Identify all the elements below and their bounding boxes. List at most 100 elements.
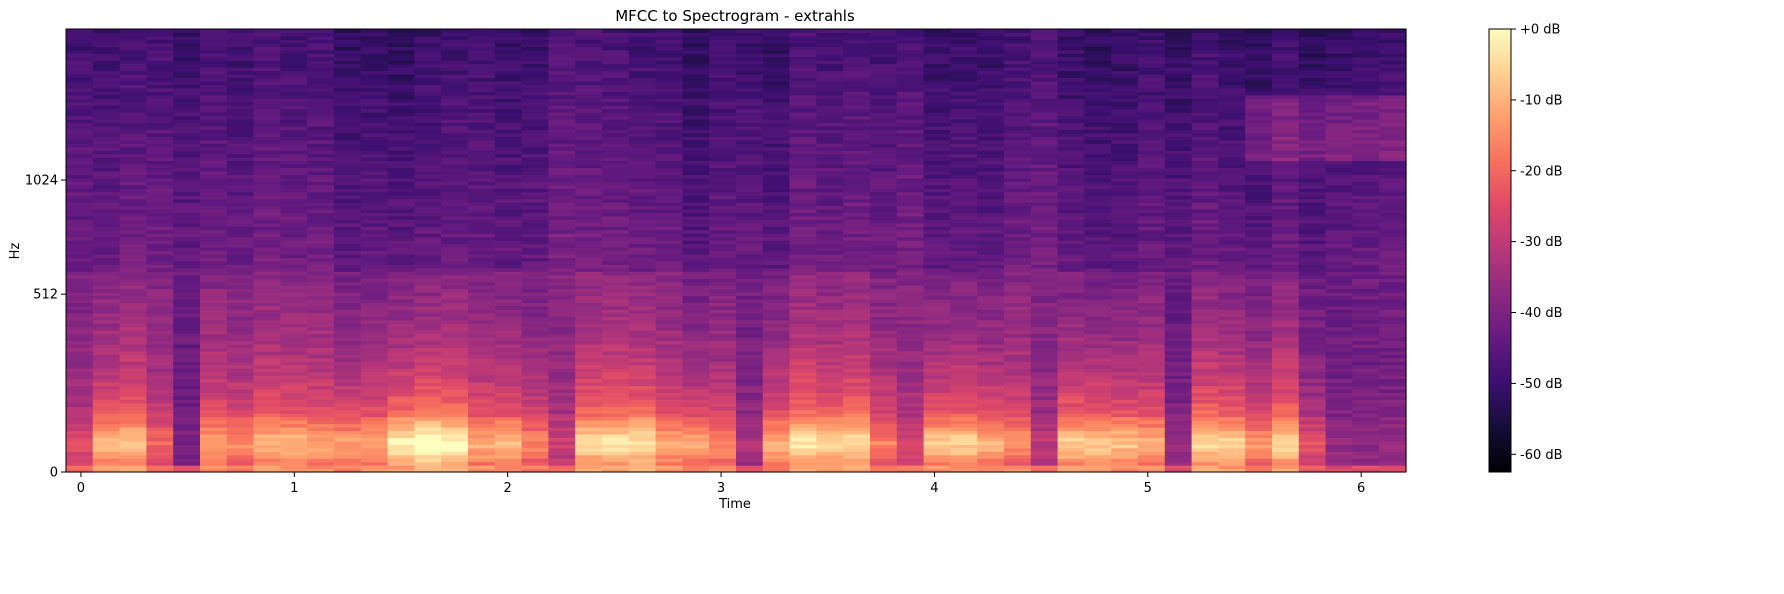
heatmap-cell xyxy=(521,309,549,314)
heatmap-cell xyxy=(762,274,791,279)
heatmap-cell xyxy=(360,385,389,390)
heatmap-cell xyxy=(923,112,951,117)
heatmap-cell xyxy=(146,281,174,286)
heatmap-cell xyxy=(414,347,442,352)
heatmap-cell xyxy=(253,395,281,400)
heatmap-cell xyxy=(226,73,255,79)
heatmap-cell xyxy=(387,427,415,432)
heatmap-cell xyxy=(360,368,389,373)
heatmap-cell xyxy=(334,122,362,127)
heatmap-cell xyxy=(977,433,1005,438)
heatmap-cell xyxy=(441,312,469,317)
heatmap-cell xyxy=(655,465,683,470)
heatmap-cell xyxy=(548,132,576,137)
heatmap-cell xyxy=(119,468,147,473)
heatmap-cell xyxy=(387,305,415,310)
heatmap-cell xyxy=(119,77,147,82)
heatmap-cell xyxy=(280,364,308,369)
heatmap-cell xyxy=(870,115,898,120)
heatmap-cell xyxy=(387,437,415,442)
heatmap-cell xyxy=(146,219,174,224)
heatmap-cell xyxy=(521,56,549,61)
heatmap-cell xyxy=(441,132,469,137)
heatmap-cell xyxy=(360,326,389,331)
heatmap-cell xyxy=(575,316,603,321)
heatmap-cell xyxy=(977,49,1005,54)
heatmap-cell xyxy=(1057,73,1085,79)
heatmap-cell xyxy=(789,253,817,259)
heatmap-cell xyxy=(977,205,1005,210)
heatmap-cell xyxy=(843,160,871,165)
heatmap-cell xyxy=(494,233,523,238)
heatmap-cell xyxy=(441,444,469,449)
heatmap-cell xyxy=(1004,56,1032,61)
heatmap-cell xyxy=(253,115,281,120)
heatmap-cell xyxy=(1004,333,1032,338)
heatmap-cell xyxy=(92,188,121,193)
heatmap-cell xyxy=(950,392,978,397)
heatmap-cell xyxy=(602,402,630,407)
heatmap-cell xyxy=(92,60,121,65)
heatmap-cell xyxy=(334,267,362,272)
heatmap-cell xyxy=(494,236,523,241)
heatmap-cell xyxy=(66,298,94,304)
heatmap-cell xyxy=(816,253,844,259)
heatmap-cell xyxy=(789,98,817,103)
heatmap-cell xyxy=(655,250,683,255)
heatmap-cell xyxy=(280,136,308,141)
heatmap-cell xyxy=(146,437,174,442)
heatmap-cell xyxy=(709,136,737,141)
heatmap-cell xyxy=(119,330,147,335)
heatmap-cell xyxy=(1004,278,1032,283)
heatmap-cell xyxy=(789,399,817,404)
heatmap-cell xyxy=(896,105,925,110)
heatmap-cell xyxy=(682,427,710,432)
heatmap-cell xyxy=(575,56,603,61)
heatmap-cell xyxy=(1004,84,1032,89)
heatmap-cell xyxy=(575,437,603,442)
heatmap-cell xyxy=(843,278,871,283)
heatmap-cell xyxy=(360,115,389,120)
heatmap-cell xyxy=(173,118,201,124)
heatmap-cell xyxy=(1057,319,1085,324)
heatmap-cell xyxy=(253,46,281,51)
heatmap-cell xyxy=(521,167,549,172)
heatmap-cell xyxy=(66,132,94,137)
heatmap-cell xyxy=(334,139,362,144)
heatmap-cell xyxy=(280,60,308,65)
heatmap-cell xyxy=(253,129,281,134)
heatmap-cell xyxy=(494,461,523,466)
heatmap-cell xyxy=(280,70,308,75)
heatmap-cell xyxy=(923,63,951,68)
heatmap-cell xyxy=(173,143,201,148)
heatmap-cell xyxy=(200,195,228,200)
heatmap-cell xyxy=(816,195,844,200)
heatmap-cell xyxy=(360,440,389,445)
heatmap-cell xyxy=(226,70,255,75)
heatmap-cell xyxy=(870,39,898,44)
heatmap-cell xyxy=(494,132,523,137)
heatmap-cell xyxy=(1030,253,1059,259)
heatmap-cell xyxy=(521,312,549,317)
heatmap-cell xyxy=(977,87,1005,92)
heatmap-cell xyxy=(494,67,523,72)
heatmap-cell xyxy=(226,298,255,304)
heatmap-cell xyxy=(682,236,710,241)
heatmap-cell xyxy=(468,427,496,432)
heatmap-cell xyxy=(843,413,871,418)
heatmap-cell xyxy=(1084,118,1112,124)
heatmap-cell xyxy=(923,305,951,310)
heatmap-cell xyxy=(896,323,925,328)
heatmap-cell xyxy=(602,195,630,200)
heatmap-cell xyxy=(575,91,603,96)
heatmap-cell xyxy=(843,170,871,175)
heatmap-cell xyxy=(66,430,94,435)
heatmap-cell xyxy=(816,129,844,134)
heatmap-cell xyxy=(870,236,898,241)
heatmap-cell xyxy=(950,195,978,200)
heatmap-cell xyxy=(1057,118,1085,124)
heatmap-cell xyxy=(816,347,844,352)
heatmap-cell xyxy=(253,212,281,217)
heatmap-cell xyxy=(977,184,1005,189)
heatmap-cell xyxy=(521,118,549,124)
